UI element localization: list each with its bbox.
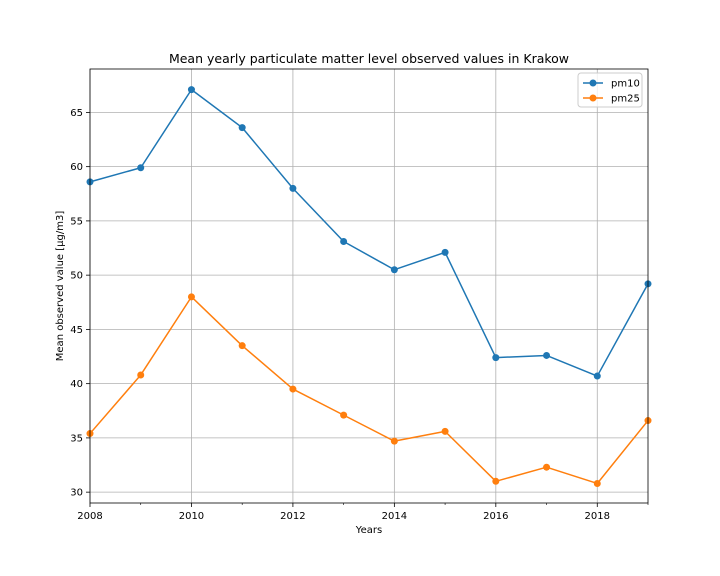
- data-point-pm25: [492, 477, 500, 485]
- y-tick-label: 35: [70, 433, 83, 444]
- x-tick-label: 2012: [280, 511, 305, 522]
- data-point-pm25: [593, 479, 601, 487]
- data-point-pm10: [593, 372, 601, 380]
- tick-labels: 2008 2010 2012 2014 2016 2018 30 35 40 45 50 55 60 65: [70, 108, 610, 522]
- x-tick-label: 2010: [179, 511, 204, 522]
- legend-label-pm10: pm10: [611, 79, 640, 90]
- data-point-pm25: [543, 463, 551, 471]
- data-point-pm25: [137, 371, 145, 379]
- y-tick-label: 55: [70, 216, 83, 227]
- y-axis-label: Mean observed value [µg/m3]: [55, 211, 66, 362]
- x-tick-label: 2014: [382, 511, 407, 522]
- legend: pm10 pm25: [577, 72, 643, 108]
- y-tick-label: 50: [70, 271, 83, 282]
- legend-label-pm25: pm25: [611, 94, 640, 105]
- legend-marker-pm25: [589, 94, 597, 102]
- data-point-pm10: [289, 184, 297, 192]
- data-point-pm25: [238, 342, 246, 350]
- x-tick-label: 2016: [483, 511, 508, 522]
- data-point-pm25: [340, 411, 348, 419]
- data-point-pm25: [289, 385, 297, 393]
- plot-frame: [89, 68, 649, 504]
- legend-entry-pm10: pm10: [583, 79, 640, 90]
- axis-ticks: [86, 112, 649, 507]
- series-layer: [86, 86, 652, 487]
- data-point-pm25: [187, 293, 195, 301]
- data-point-pm10: [441, 248, 449, 256]
- y-tick-label: 40: [70, 379, 83, 390]
- grid-lines: [89, 69, 648, 503]
- data-point-pm10: [543, 351, 551, 359]
- data-point-pm25: [441, 427, 449, 435]
- data-point-pm10: [238, 124, 246, 132]
- data-point-pm10: [187, 86, 195, 94]
- x-tick-label: 2018: [585, 511, 610, 522]
- chart-title: Mean yearly particulate matter level obs…: [169, 51, 569, 66]
- y-tick-label: 65: [70, 108, 83, 119]
- series-pm25: [86, 293, 652, 487]
- y-tick-label: 45: [70, 325, 83, 336]
- legend-entry-pm25: pm25: [583, 94, 640, 105]
- y-tick-label: 30: [70, 488, 83, 499]
- data-point-pm25: [390, 437, 398, 445]
- series-line-pm10: [89, 88, 649, 377]
- series-pm10: [86, 86, 652, 380]
- y-tick-label: 60: [70, 162, 83, 173]
- data-point-pm10: [492, 354, 500, 362]
- data-point-pm10: [340, 238, 348, 246]
- x-axis-label: Years: [355, 525, 382, 536]
- legend-marker-pm10: [589, 79, 597, 87]
- series-line-pm25: [89, 296, 649, 485]
- x-tick-label: 2008: [77, 511, 102, 522]
- data-point-pm10: [137, 164, 145, 172]
- data-point-pm10: [390, 266, 398, 274]
